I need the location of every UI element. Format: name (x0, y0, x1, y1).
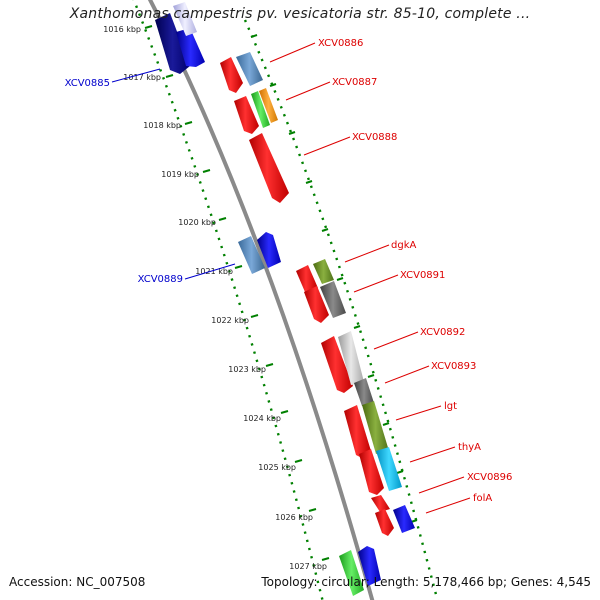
gene-arrow[interactable] (371, 495, 390, 512)
gene-arrow[interactable] (249, 133, 289, 203)
gene-label[interactable]: XCV0889 (138, 274, 183, 285)
gene-arrow[interactable] (344, 405, 371, 458)
gene-label[interactable]: dgkA (391, 240, 416, 251)
gene-arrow[interactable] (376, 447, 402, 491)
forward-genes (220, 52, 415, 536)
tick-label: 1023 kbp (228, 365, 266, 374)
tick-mark (280, 410, 289, 414)
tick-ring (132, 0, 324, 600)
gene-arrow[interactable] (313, 259, 334, 284)
tick-group: 1016 kbp 1017 kbp 1018 kbp 1019 kbp 1020… (103, 25, 330, 571)
gene-arrow[interactable] (238, 236, 265, 274)
gene-label[interactable]: XCV0891 (400, 270, 445, 281)
reverse-genes (155, 2, 381, 596)
gene-labels: XCV0886 XCV0887 XCV0888 dgkA XCV0891 XCV… (65, 38, 513, 504)
tick-label: 1026 kbp (275, 513, 313, 522)
tick-mark (265, 363, 274, 367)
tick-label: 1016 kbp (103, 25, 141, 34)
gene-label[interactable]: XCV0892 (420, 327, 465, 338)
gene-arrow[interactable] (173, 2, 197, 36)
gene-arrow[interactable] (375, 509, 394, 536)
label-leaders (111, 42, 471, 514)
gene-arrow[interactable] (220, 57, 243, 93)
gene-arrow[interactable] (257, 232, 281, 268)
tick-label: 1022 kbp (211, 316, 249, 325)
gene-arrow[interactable] (339, 550, 364, 596)
gene-label[interactable]: thyA (458, 442, 481, 453)
tick-mark (144, 25, 153, 29)
gene-arrow[interactable] (304, 286, 329, 323)
gene-arrow[interactable] (359, 449, 384, 495)
tick-label: 1019 kbp (161, 170, 199, 179)
gene-arrow[interactable] (358, 546, 381, 586)
tick-mark (308, 508, 317, 512)
accession-text: Accession: NC_007508 (9, 575, 146, 589)
gene-label[interactable]: XCV0896 (467, 472, 512, 483)
gene-arrow[interactable] (251, 91, 270, 128)
genome-summary: Topology: circular; Length: 5,178,466 bp… (261, 575, 591, 589)
gene-label[interactable]: XCV0893 (431, 361, 476, 372)
gene-label[interactable]: XCV0885 (65, 78, 110, 89)
gene-label[interactable]: XCV0887 (332, 77, 377, 88)
tick-mark (184, 121, 193, 125)
page-title: Xanthomonas campestris pv. vesicatoria s… (69, 6, 531, 22)
gene-arrow[interactable] (176, 28, 205, 67)
gene-arrow[interactable] (320, 281, 346, 318)
gene-arrow[interactable] (259, 88, 278, 123)
gene-label[interactable]: XCV0888 (352, 132, 397, 143)
tick-label: 1017 kbp (123, 73, 161, 82)
tick-mark (321, 557, 330, 561)
gene-label[interactable]: lgt (444, 401, 457, 412)
gene-arrow[interactable] (354, 378, 374, 406)
tick-mark (250, 314, 259, 318)
tick-mark (234, 265, 243, 269)
gene-arrow[interactable] (362, 401, 389, 454)
gene-arrow[interactable] (236, 52, 263, 86)
outer-ring-ticks (250, 34, 418, 523)
gene-label[interactable]: XCV0886 (318, 38, 363, 49)
tick-label: 1021 kbp (195, 267, 233, 276)
gene-arrow[interactable] (393, 505, 415, 533)
tick-label: 1027 kbp (289, 562, 327, 571)
tick-label: 1020 kbp (178, 218, 216, 227)
gene-arrow[interactable] (338, 331, 364, 385)
tick-mark (165, 74, 174, 78)
gene-arrow[interactable] (321, 336, 353, 393)
tick-label: 1024 kbp (243, 414, 281, 423)
tick-mark (202, 169, 211, 173)
gene-label[interactable]: folA (473, 493, 492, 504)
gene-arrow[interactable] (155, 13, 190, 74)
tick-label: 1018 kbp (143, 121, 181, 130)
tick-mark (294, 459, 303, 463)
tick-label: 1025 kbp (258, 463, 296, 472)
tick-mark (218, 217, 227, 221)
gene-arrow[interactable] (234, 96, 259, 134)
